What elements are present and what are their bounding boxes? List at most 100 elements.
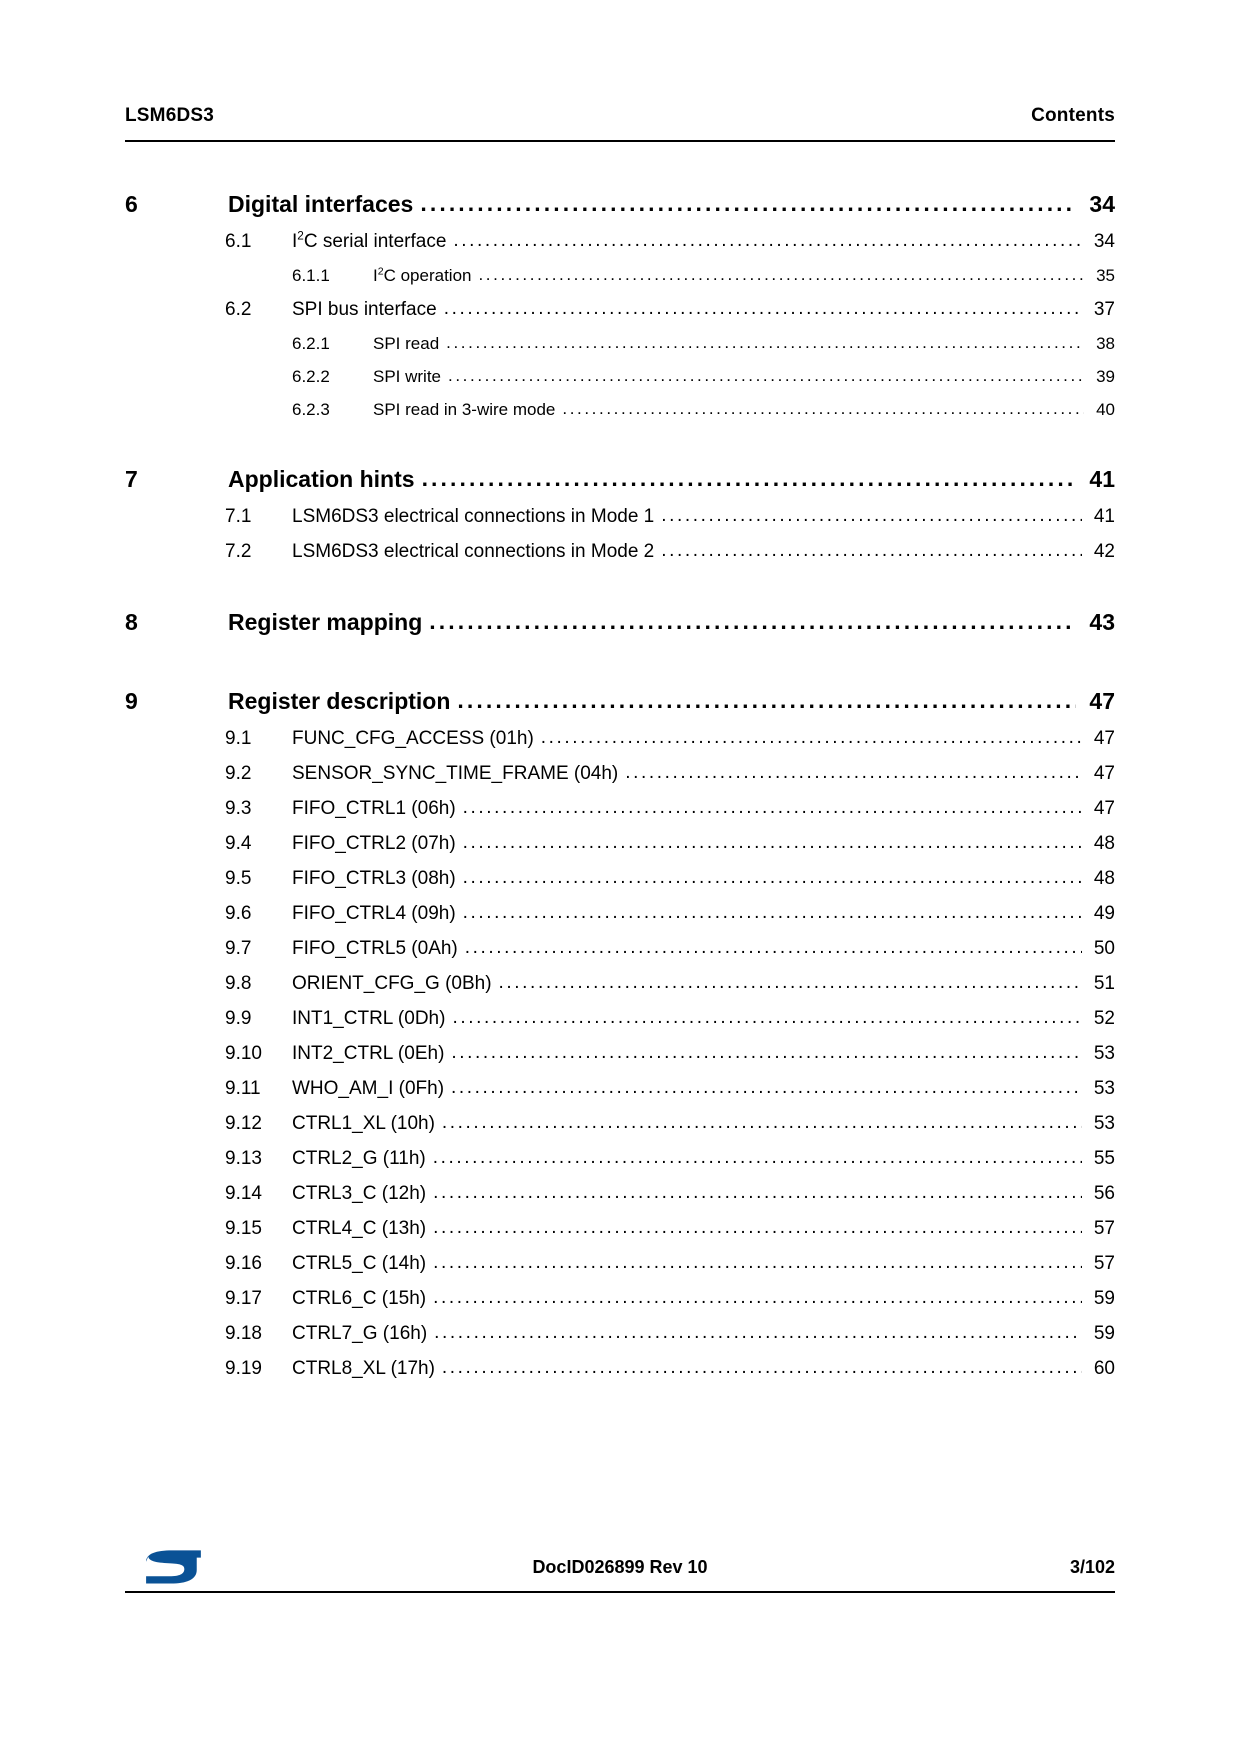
toc-dot-leader: ........................................…	[498, 972, 1082, 993]
toc-entry[interactable]: 9.5 FIFO_CTRL3 (08h).....................…	[125, 867, 1115, 890]
toc-entry-page: 39	[1096, 367, 1115, 386]
toc-entry[interactable]: 9.10 INT2_CTRL (0Eh).....................…	[125, 1042, 1115, 1065]
toc-dot-leader: ........................................…	[420, 190, 1076, 216]
toc-entry[interactable]: 8 Register mapping.......................…	[125, 608, 1115, 636]
toc-entry[interactable]: 9.17 CTRL6_C (15h).......................…	[125, 1287, 1115, 1310]
toc-entry-page: 53	[1093, 1078, 1115, 1099]
toc-entry[interactable]: 9.1 FUNC_CFG_ACCESS (01h)................…	[125, 727, 1115, 750]
toc-entry-number: 9.19	[225, 1358, 262, 1379]
toc-entry-title: WHO_AM_I (0Fh)	[292, 1078, 445, 1099]
toc-entry-page: 57	[1093, 1253, 1115, 1274]
footer-divider	[125, 1591, 1115, 1593]
toc-entry-page: 53	[1093, 1043, 1115, 1064]
toc-entry-title: CTRL6_C (15h)	[292, 1288, 427, 1309]
st-logo-icon	[143, 1547, 205, 1589]
toc-entry[interactable]: 6.1 I2C serial interface.................…	[125, 230, 1115, 253]
toc-entry[interactable]: 7.1 LSM6DS3 electrical connections in Mod…	[125, 505, 1115, 528]
toc-entry[interactable]: 9.9 INT1_CTRL (0Dh)......................…	[125, 1007, 1115, 1030]
toc-entry-number: 9.7	[225, 938, 252, 959]
toc-entry-page: 47	[1093, 763, 1115, 784]
toc-entry[interactable]: 7 Application hints......................…	[125, 465, 1115, 493]
toc-entry[interactable]: 6.2.1 SPI read...........................…	[125, 333, 1115, 354]
toc-dot-leader: ........................................…	[429, 608, 1076, 634]
toc-entry-number: 6.2.3	[292, 400, 330, 419]
toc-dot-leader: ........................................…	[448, 366, 1084, 385]
toc-entry[interactable]: 9.11 WHO_AM_I (0Fh)......................…	[125, 1077, 1115, 1100]
toc-entry-title: FIFO_CTRL3 (08h)	[292, 868, 456, 889]
toc-entry[interactable]: 6.1.1 I2C operation......................…	[125, 265, 1115, 286]
toc-entry-page: 59	[1093, 1288, 1115, 1309]
toc-entry-title: SPI read in 3-wire mode	[373, 400, 556, 419]
toc-entry-title: FIFO_CTRL1 (06h)	[292, 798, 456, 819]
toc-entry-number: 9.17	[225, 1288, 262, 1309]
toc-dot-leader: ........................................…	[462, 797, 1082, 818]
toc-entry[interactable]: 9 Register description...................…	[125, 687, 1115, 715]
toc-entry-page: 47	[1093, 728, 1115, 749]
toc-entry[interactable]: 9.15 CTRL4_C (13h).......................…	[125, 1217, 1115, 1240]
toc-entry-page: 55	[1093, 1148, 1115, 1169]
toc-entry-page: 34	[1089, 191, 1115, 217]
toc-dot-leader: ........................................…	[464, 937, 1082, 958]
toc-entry-title: FIFO_CTRL2 (07h)	[292, 833, 456, 854]
toc-dot-leader: ........................................…	[441, 1112, 1082, 1133]
toc-entry[interactable]: 9.13 CTRL2_G (11h).......................…	[125, 1147, 1115, 1170]
toc-entry[interactable]: 6.2 SPI bus interface....................…	[125, 298, 1115, 321]
toc-entry-number: 7	[125, 466, 138, 492]
toc-entry[interactable]: 9.19 CTRL8_XL (17h)......................…	[125, 1357, 1115, 1380]
toc-entry-page: 48	[1093, 833, 1115, 854]
toc-dot-leader: ........................................…	[433, 1252, 1082, 1273]
toc-entry[interactable]: 9.8 ORIENT_CFG_G (0Bh)...................…	[125, 972, 1115, 995]
toc-entry-page: 42	[1093, 541, 1115, 562]
toc-entry-number: 7.1	[225, 506, 252, 527]
toc-dot-leader: ........................................…	[453, 230, 1082, 251]
toc-entry-title: CTRL4_C (13h)	[292, 1218, 427, 1239]
toc-group-spacer	[125, 563, 1115, 581]
toc-entry[interactable]: 6.2.3 SPI read in 3-wire mode............…	[125, 399, 1115, 420]
header-divider	[125, 140, 1115, 142]
toc-group-spacer	[125, 420, 1115, 438]
toc-entry[interactable]: 7.2 LSM6DS3 electrical connections in Mod…	[125, 540, 1115, 563]
toc-entry-number: 6.1.1	[292, 266, 330, 285]
toc-entry[interactable]: 9.14 CTRL3_C (12h).......................…	[125, 1182, 1115, 1205]
toc-entry-number: 9.15	[225, 1218, 262, 1239]
toc-entry-number: 9.9	[225, 1008, 252, 1029]
toc-dot-leader: ........................................…	[432, 1147, 1082, 1168]
toc-entry[interactable]: 9.16 CTRL5_C (14h).......................…	[125, 1252, 1115, 1275]
toc-entry[interactable]: 9.6 FIFO_CTRL4 (09h).....................…	[125, 902, 1115, 925]
toc-entry[interactable]: 6.2.2 SPI write..........................…	[125, 366, 1115, 387]
toc-entry[interactable]: 9.12 CTRL1_XL (10h)......................…	[125, 1112, 1115, 1135]
toc-entry-title: LSM6DS3 electrical connections in Mode 2	[292, 541, 655, 562]
page-footer: DocID026899 Rev 10 3/102	[125, 1545, 1115, 1591]
toc-entry-number: 6.2.1	[292, 334, 330, 353]
toc-entry-title: FUNC_CFG_ACCESS (01h)	[292, 728, 534, 749]
toc-entry-page: 56	[1093, 1183, 1115, 1204]
toc-entry-number: 6.2.2	[292, 367, 330, 386]
toc-entry-title: CTRL1_XL (10h)	[292, 1113, 435, 1134]
toc-dot-leader: ........................................…	[421, 465, 1076, 491]
toc-entry-number: 6.2	[225, 299, 252, 320]
toc-dot-leader: ........................................…	[451, 1042, 1082, 1063]
toc-entry-title: Digital interfaces	[228, 191, 414, 217]
toc-entry[interactable]: 9.2 SENSOR_SYNC_TIME_FRAME (04h).........…	[125, 762, 1115, 785]
toc-entry-number: 9.10	[225, 1043, 262, 1064]
toc-entry-number: 9.3	[225, 798, 252, 819]
toc-entry-number: 9.14	[225, 1183, 262, 1204]
toc-entry-page: 47	[1093, 798, 1115, 819]
toc-entry-page: 37	[1093, 299, 1115, 320]
toc-entry-title: CTRL5_C (14h)	[292, 1253, 427, 1274]
toc-entry[interactable]: 9.18 CTRL7_G (16h).......................…	[125, 1322, 1115, 1345]
toc-entry-number: 6	[125, 191, 138, 217]
toc-entry-number: 7.2	[225, 541, 252, 562]
toc-entry-number: 9.11	[225, 1078, 261, 1099]
toc-entry-number: 9.2	[225, 763, 252, 784]
toc-entry[interactable]: 9.4 FIFO_CTRL2 (07h).....................…	[125, 832, 1115, 855]
toc-entry-number: 9.5	[225, 868, 252, 889]
toc-entry[interactable]: 9.3 FIFO_CTRL1 (06h).....................…	[125, 797, 1115, 820]
toc-entry-number: 8	[125, 609, 138, 635]
toc-entry[interactable]: 9.7 FIFO_CTRL5 (0Ah).....................…	[125, 937, 1115, 960]
toc-entry-title: FIFO_CTRL5 (0Ah)	[292, 938, 458, 959]
toc-entry-number: 9.1	[225, 728, 252, 749]
toc-entry-title: Register description	[228, 688, 451, 714]
toc-entry-number: 9.4	[225, 833, 252, 854]
toc-entry[interactable]: 6 Digital interfaces.....................…	[125, 190, 1115, 218]
